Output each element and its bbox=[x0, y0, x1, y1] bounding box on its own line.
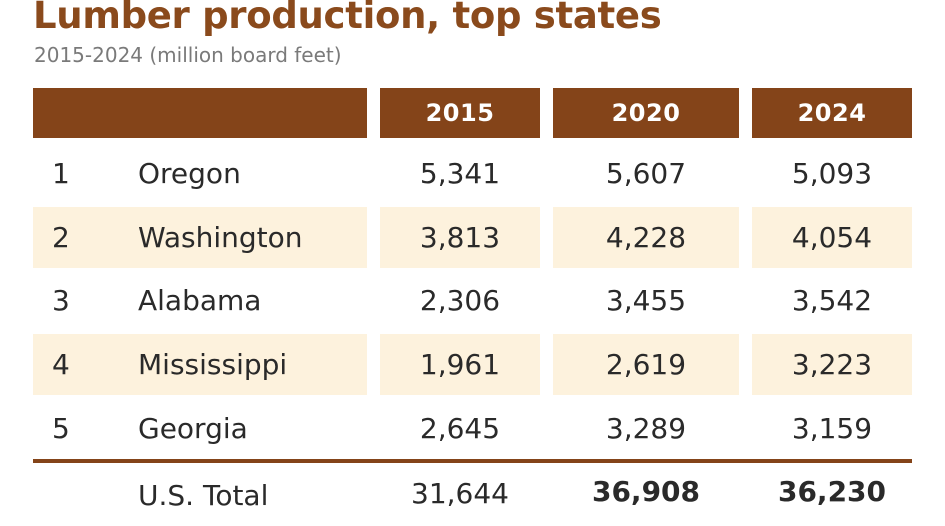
total-2020: 36,908 bbox=[591, 475, 701, 508]
header-2020: 2020 bbox=[553, 88, 739, 138]
row-band-2a bbox=[33, 207, 367, 268]
header-blank bbox=[33, 88, 367, 138]
row-3-rank: 3 bbox=[52, 284, 70, 317]
row-3-2024: 3,542 bbox=[791, 284, 873, 317]
row-5-2024: 3,159 bbox=[791, 412, 873, 445]
row-band-4a bbox=[33, 334, 367, 395]
chart-title: Lumber production, top states bbox=[33, 0, 662, 37]
total-divider bbox=[33, 459, 912, 463]
row-4-2015: 1,961 bbox=[419, 348, 501, 381]
row-1-rank: 1 bbox=[52, 157, 70, 190]
row-3-2015: 2,306 bbox=[419, 284, 501, 317]
header-2015: 2015 bbox=[380, 88, 540, 138]
row-2-state: Washington bbox=[138, 221, 303, 254]
row-band-4c bbox=[553, 334, 739, 395]
row-2-rank: 2 bbox=[52, 221, 70, 254]
row-1-state: Oregon bbox=[138, 157, 241, 190]
row-band-4d bbox=[752, 334, 912, 395]
row-4-2024: 3,223 bbox=[791, 348, 873, 381]
row-1-2015: 5,341 bbox=[419, 157, 501, 190]
row-3-2020: 3,455 bbox=[605, 284, 687, 317]
header-2024: 2024 bbox=[752, 88, 912, 138]
total-label: U.S. Total bbox=[138, 479, 269, 512]
total-2015: 31,644 bbox=[411, 477, 509, 510]
row-4-rank: 4 bbox=[52, 348, 70, 381]
row-2-2024: 4,054 bbox=[791, 221, 873, 254]
row-5-state: Georgia bbox=[138, 412, 248, 445]
row-band-2b bbox=[380, 207, 540, 268]
row-1-2024: 5,093 bbox=[791, 157, 873, 190]
row-band-4b bbox=[380, 334, 540, 395]
row-4-state: Mississippi bbox=[138, 348, 288, 381]
row-5-2020: 3,289 bbox=[605, 412, 687, 445]
row-5-2015: 2,645 bbox=[419, 412, 501, 445]
row-3-state: Alabama bbox=[138, 284, 262, 317]
row-band-2c bbox=[553, 207, 739, 268]
row-4-2020: 2,619 bbox=[605, 348, 687, 381]
row-5-rank: 5 bbox=[52, 412, 70, 445]
chart-subtitle: 2015-2024 (million board feet) bbox=[34, 43, 342, 67]
row-2-2020: 4,228 bbox=[605, 221, 687, 254]
row-1-2020: 5,607 bbox=[605, 157, 687, 190]
total-2024: 36,230 bbox=[777, 475, 887, 508]
row-2-2015: 3,813 bbox=[419, 221, 501, 254]
row-band-2d bbox=[752, 207, 912, 268]
